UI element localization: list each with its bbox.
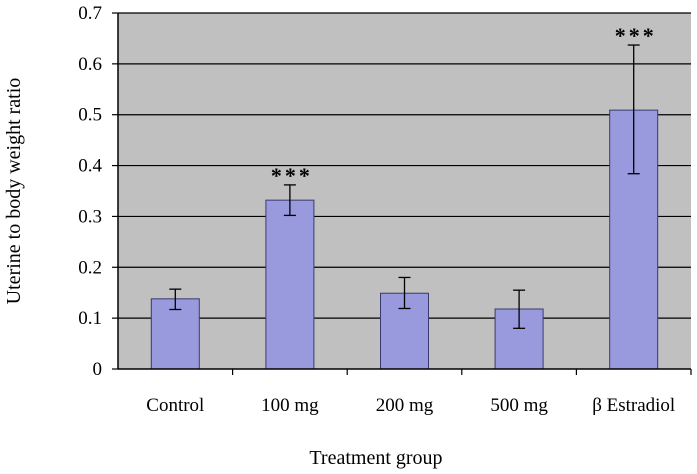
y-tick-labels: 0 0.1 0.2 0.3 0.4 0.5 0.6 0.7: [78, 3, 118, 380]
y-axis-title: Uterine to body weight ratio: [3, 78, 25, 305]
significance-label: ***: [271, 163, 313, 188]
bar: [265, 199, 315, 370]
y-tick-label: 0.2: [78, 257, 102, 278]
y-tick-label: 0.1: [78, 308, 102, 329]
y-tick-label: 0.3: [78, 206, 102, 227]
y-tick-label: 0.6: [78, 54, 102, 75]
y-tick-label: 0.4: [78, 156, 102, 177]
x-category-label: Control: [146, 395, 204, 416]
significance-labels: *** ***: [271, 23, 657, 188]
x-category-label: 100 mg: [261, 395, 319, 416]
y-tick-label: 0.7: [78, 3, 102, 24]
x-category-label: β Estradiol: [592, 395, 675, 416]
x-category-labels: Control 100 mg 200 mg 500 mg β Estradiol: [146, 369, 692, 416]
y-tick-label: 0.5: [78, 105, 102, 126]
gridlines: [118, 12, 691, 319]
x-category-label: 500 mg: [490, 395, 548, 416]
significance-label: ***: [615, 23, 657, 48]
x-axis-title: Treatment group: [309, 447, 442, 469]
error-bars: [169, 44, 640, 329]
y-tick-label: 0: [93, 359, 103, 380]
x-category-label: 200 mg: [376, 395, 434, 416]
